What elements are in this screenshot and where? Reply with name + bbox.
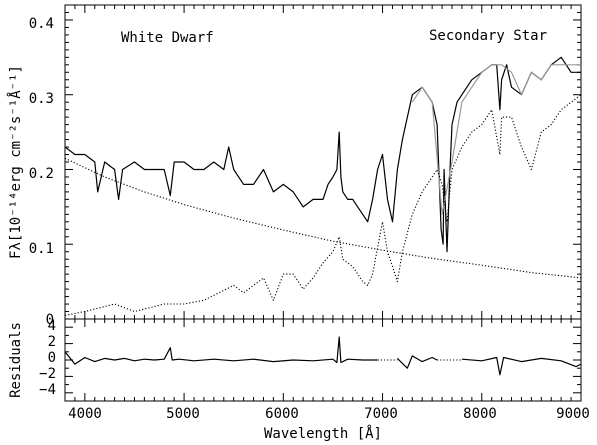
y-tick-label: 0.4	[29, 16, 54, 32]
tick-marks	[64, 4, 582, 402]
x-tick-label: 9000	[556, 406, 590, 422]
x-axis-title: Wavelength [Å]	[264, 425, 382, 442]
residual-series-line-2	[396, 355, 438, 369]
flux-series-line-0	[65, 56, 581, 253]
annotation-secondary-star: Secondary Star	[429, 28, 547, 44]
flux-series-line-3	[65, 94, 581, 316]
residual-y-tick-label: −2	[39, 366, 56, 382]
residual-y-tick-label: −4	[39, 382, 56, 398]
residual-series-line-0	[65, 336, 378, 365]
y-tick-label: 0.3	[29, 91, 54, 107]
y-tick-label: 0	[46, 312, 54, 328]
residual-y-tick-label: 0	[48, 350, 56, 366]
residual-series-group	[65, 336, 581, 376]
x-tick-label: 5000	[166, 406, 200, 422]
x-tick-label: 8000	[463, 406, 497, 422]
flux-series-line-2	[65, 157, 581, 279]
residual-y-tick-label: 2	[48, 334, 56, 350]
flux-series-line-1	[411, 64, 581, 215]
x-tick-label: 4000	[68, 406, 102, 422]
annotation-white-dwarf: White Dwarf	[121, 30, 214, 46]
flux-series-group	[65, 56, 581, 316]
residual-series-line-4	[461, 356, 581, 376]
residuals-axis-title: Residuals	[8, 322, 24, 398]
residual-y-tick-label: 4	[48, 318, 56, 334]
y-tick-label: 0.2	[29, 166, 54, 182]
x-tick-label: 7000	[364, 406, 398, 422]
y-tick-label: 0.1	[29, 241, 54, 257]
x-tick-label: 6000	[265, 406, 299, 422]
y-axis-title: Fλ[10⁻¹⁴erg cm⁻²s⁻¹Å⁻¹]	[7, 65, 24, 259]
main-plot-frame	[64, 4, 582, 320]
